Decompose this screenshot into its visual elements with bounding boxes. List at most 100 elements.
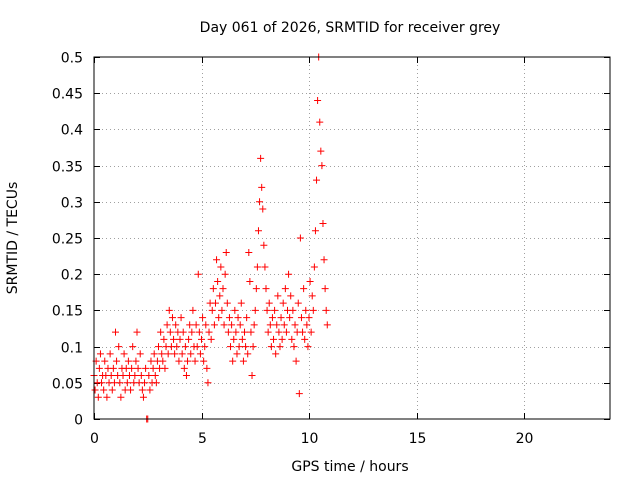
data-point — [322, 306, 330, 314]
data-point — [157, 328, 165, 336]
data-point — [173, 343, 181, 351]
data-point — [147, 357, 155, 365]
data-point — [150, 350, 158, 358]
data-point — [231, 306, 239, 314]
data-point — [91, 386, 99, 394]
data-point — [232, 328, 240, 336]
data-point — [161, 364, 169, 372]
data-point — [253, 263, 261, 271]
data-point — [308, 292, 316, 300]
data-point — [263, 306, 271, 314]
data-point — [131, 372, 139, 380]
data-point — [170, 335, 178, 343]
data-point — [316, 118, 324, 126]
data-point — [224, 328, 232, 336]
data-point — [98, 379, 106, 387]
data-point — [123, 379, 131, 387]
data-point — [294, 299, 302, 307]
data-point — [252, 285, 260, 293]
data-point — [182, 372, 190, 380]
data-point — [188, 328, 196, 336]
data-point — [178, 350, 186, 358]
data-point — [323, 321, 331, 329]
data-point — [307, 328, 315, 336]
data-point — [301, 335, 309, 343]
data-point — [191, 357, 199, 365]
data-point — [185, 335, 193, 343]
y-tick-label: 0.1 — [61, 341, 83, 357]
data-point — [205, 328, 213, 336]
data-point — [95, 364, 103, 372]
data-point — [233, 350, 241, 358]
data-point — [279, 299, 287, 307]
data-point — [175, 357, 183, 365]
x-tick-label: 20 — [516, 431, 534, 447]
data-point — [209, 285, 217, 293]
data-point — [246, 277, 254, 285]
data-point — [189, 306, 197, 314]
data-point — [247, 328, 255, 336]
data-point — [321, 285, 329, 293]
data-point — [164, 350, 172, 358]
data-point — [292, 357, 300, 365]
data-point — [318, 162, 326, 170]
data-point — [202, 321, 210, 329]
data-point — [223, 299, 231, 307]
data-point — [181, 343, 189, 351]
data-point — [176, 335, 184, 343]
data-point — [133, 328, 141, 336]
chart-title: Day 061 of 2026, SRMTID for receiver gre… — [200, 20, 501, 36]
data-point — [195, 328, 203, 336]
data-point — [311, 227, 319, 235]
data-point — [213, 256, 221, 264]
plot-frame — [93, 56, 611, 420]
data-point — [288, 335, 296, 343]
data-point — [221, 270, 229, 278]
data-point — [187, 350, 195, 358]
data-point — [295, 390, 303, 398]
data-point — [158, 350, 166, 358]
data-point — [277, 314, 285, 322]
data-point — [100, 386, 108, 394]
data-point — [243, 314, 251, 322]
data-point — [127, 386, 135, 394]
data-point — [309, 306, 317, 314]
data-point — [216, 292, 224, 300]
data-point — [192, 321, 200, 329]
data-point — [128, 364, 136, 372]
data-point — [319, 220, 327, 228]
y-tick-label: 0.15 — [52, 304, 83, 320]
data-point — [193, 343, 201, 351]
data-point — [179, 328, 187, 336]
data-point — [280, 321, 288, 329]
data-point — [163, 321, 171, 329]
data-point — [273, 321, 281, 329]
data-point — [286, 314, 294, 322]
data-point — [145, 372, 153, 380]
tick-layer: 0 0.05 0.1 0.15 0.2 0.25 0.3 0.35 0.4 0.45 0.5 0 5 10… — [52, 51, 610, 447]
data-point — [236, 321, 244, 329]
data-point — [291, 321, 299, 329]
data-point — [201, 343, 209, 351]
data-point — [106, 350, 114, 358]
y-tick-label: 0.5 — [61, 51, 83, 67]
data-point — [159, 357, 167, 365]
data-point — [257, 154, 265, 162]
data-point — [137, 372, 145, 380]
data-point — [218, 306, 226, 314]
data-point — [248, 372, 256, 380]
data-point — [266, 321, 274, 329]
y-tick-label: 0.4 — [61, 123, 83, 139]
data-point — [136, 350, 144, 358]
data-point — [259, 205, 267, 213]
data-point — [271, 306, 279, 314]
data-point — [155, 343, 162, 351]
data-point — [194, 270, 202, 278]
data-point — [168, 314, 176, 322]
data-point — [227, 343, 235, 351]
data-point — [96, 350, 104, 358]
data-point — [282, 328, 290, 336]
data-point — [112, 328, 119, 336]
data-point — [211, 299, 219, 307]
